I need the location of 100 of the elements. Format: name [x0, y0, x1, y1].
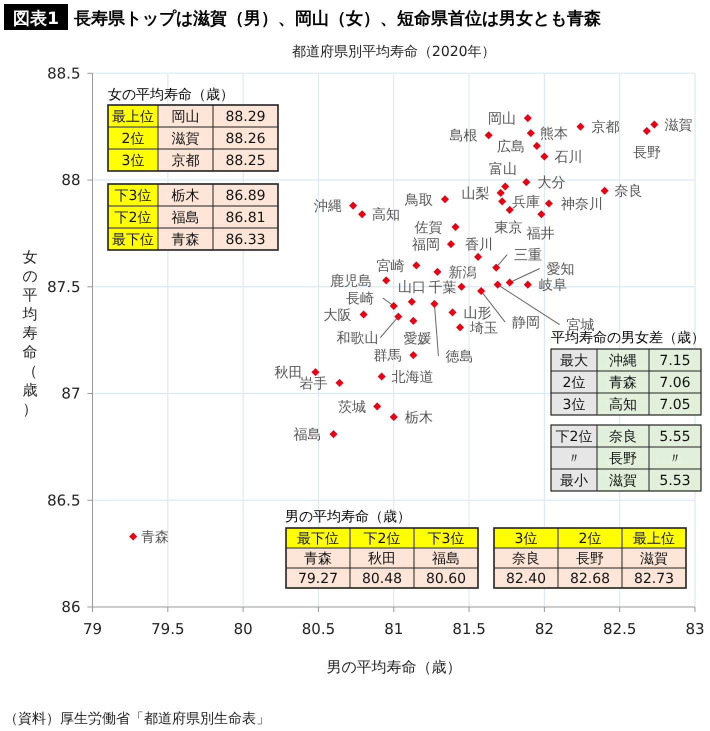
point [642, 126, 651, 135]
point [496, 188, 505, 197]
point [440, 195, 449, 204]
point [448, 308, 456, 316]
annotation: 88.26 [225, 131, 266, 147]
point [474, 252, 482, 261]
x-tick-label: 81 [384, 620, 404, 638]
point [378, 372, 386, 380]
point [430, 300, 438, 308]
point [390, 413, 398, 422]
annotation: 〃 [567, 451, 581, 467]
annotation: 富山 [489, 161, 518, 178]
point [492, 264, 500, 272]
point [336, 378, 344, 387]
annotation: 奈良 [512, 551, 540, 567]
point [540, 152, 548, 161]
annotation: 2位 [562, 375, 586, 391]
annotation: 青森 [304, 551, 332, 567]
point [526, 129, 535, 138]
point [408, 298, 416, 306]
annotation: 京都 [172, 153, 200, 169]
annotation: 新潟 [448, 264, 476, 281]
point [501, 182, 510, 190]
annotation: 88.29 [225, 109, 266, 125]
annotation: 2位 [578, 531, 602, 547]
annotation: 三重 [514, 248, 542, 264]
annotation: 島根 [450, 128, 478, 144]
point [600, 186, 609, 195]
point [433, 268, 442, 276]
annotation: 79.27 [298, 571, 338, 587]
point [330, 430, 338, 438]
point [382, 276, 390, 284]
x-tick-label: 83 [685, 620, 705, 638]
annotation: 5.53 [659, 473, 691, 489]
annotation: 88.25 [225, 153, 266, 169]
annotation: 最大 [560, 353, 588, 369]
annotation: 愛媛 [403, 330, 432, 347]
annotation: 7.15 [659, 353, 691, 369]
annotation: 最下位 [112, 232, 154, 248]
annotation: 大阪 [324, 308, 352, 324]
annotation: 福島 [172, 210, 200, 226]
annotation: 7.06 [659, 375, 691, 391]
annotation: 熊本 [540, 126, 568, 142]
point [446, 240, 455, 248]
y-axis-title: 女の平均寿命（歳） [108, 87, 234, 103]
point [484, 131, 493, 140]
point [409, 351, 418, 360]
annotation: 大分 [537, 175, 566, 192]
y-tick-label: 87.5 [47, 278, 80, 296]
annotation: 3位 [122, 153, 144, 169]
point [506, 278, 514, 287]
annotation: 奈良 [609, 429, 637, 445]
point [390, 302, 398, 310]
y-tick-label: 86.5 [47, 491, 80, 510]
point [650, 120, 658, 129]
point [524, 280, 532, 289]
chart-subtitle: 都道府県別平均寿命（2020年） [292, 44, 496, 60]
annotation: 宮崎 [376, 258, 404, 274]
annotation: 茨城 [338, 399, 366, 416]
annotation: 3位 [514, 531, 538, 547]
annotation: 82.40 [506, 571, 546, 587]
point [532, 142, 541, 150]
annotation: 山口 [398, 280, 426, 296]
annotation: 埼玉 [469, 320, 498, 336]
annotation: 京都 [592, 120, 620, 136]
annotation: 滋賀 [172, 131, 200, 147]
annotation: 80.48 [362, 571, 402, 587]
point [360, 310, 368, 319]
annotation: 神奈川 [560, 196, 603, 213]
annotation: 鳥取 [404, 192, 433, 208]
annotation: 平均寿命の男女差（歳） [551, 330, 705, 346]
point [524, 114, 532, 122]
annotation: 長崎 [346, 290, 374, 307]
point [498, 197, 506, 206]
annotation: 82.73 [634, 571, 674, 587]
point [537, 210, 546, 218]
annotation: 滋賀 [640, 551, 668, 567]
point [506, 206, 514, 214]
annotation: 最下位 [297, 531, 339, 547]
x-tick-label: 80 [234, 620, 253, 638]
y-tick-label: 88.5 [47, 64, 80, 82]
annotation: 5.55 [659, 429, 691, 445]
annotation: 香川 [465, 236, 494, 253]
annotation: 80.60 [426, 571, 466, 587]
annotation: 高知 [609, 397, 637, 413]
annotation: 石川 [554, 150, 582, 166]
annotation: 奈良 [614, 184, 643, 200]
annotation: 86.89 [225, 188, 266, 204]
x-tick-label: 82 [534, 620, 554, 638]
annotation: 長野 [632, 144, 661, 161]
x-tick-label: 80.5 [302, 620, 336, 638]
annotation: 岐阜 [538, 278, 567, 294]
annotation: 青森 [609, 375, 637, 391]
annotation: 兵庫 [512, 194, 540, 210]
annotation: 愛知 [546, 262, 575, 278]
annotation: 高知 [372, 207, 400, 224]
text: 女の平均寿命（歳） [22, 248, 38, 418]
annotation: 7.05 [659, 397, 691, 413]
annotation: 下3位 [114, 188, 152, 204]
annotation: 山形 [463, 305, 492, 322]
